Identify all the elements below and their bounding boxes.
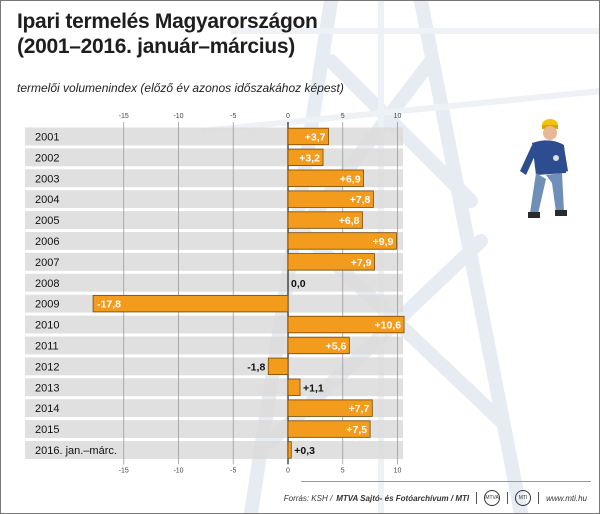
bar — [287, 253, 375, 271]
source-credit: MTVA Sajtó- és Fotóarchívum / MTI — [336, 493, 470, 503]
website-link[interactable]: www.mti.hu — [546, 493, 587, 503]
category-label: 2013 — [35, 382, 59, 394]
tick-label: -10 — [173, 467, 183, 474]
category-label: 2001 — [35, 131, 59, 143]
bar — [287, 127, 329, 146]
tick-label: 10 — [394, 467, 402, 474]
bar — [287, 190, 374, 208]
value-label: +7,9 — [351, 257, 372, 269]
value-label: -17,8 — [97, 299, 121, 311]
row-band — [25, 127, 403, 146]
tick-label: 5 — [341, 467, 345, 474]
bar — [287, 232, 397, 250]
tick-label: -5 — [230, 113, 236, 120]
tick-label: -15 — [119, 113, 129, 120]
row-band — [25, 357, 403, 376]
bar — [287, 378, 301, 396]
bar — [287, 315, 405, 334]
mti-logo-icon: MTI — [515, 490, 532, 506]
bar — [287, 169, 364, 187]
category-label: 2011 — [35, 340, 59, 352]
value-label: +3,2 — [299, 152, 320, 164]
category-label: 2005 — [35, 215, 59, 227]
category-label: 2007 — [35, 257, 59, 269]
footer-divider — [301, 481, 591, 482]
value-label: +7,8 — [350, 194, 371, 206]
row-band — [25, 378, 403, 397]
category-label: 2009 — [35, 299, 59, 311]
category-label: 2014 — [35, 403, 59, 415]
tick-label: -15 — [119, 467, 129, 474]
source-prefix: Forrás: KSH / — [283, 493, 333, 503]
value-label: +6,9 — [340, 173, 361, 185]
category-label: 2008 — [35, 278, 59, 290]
row-band — [25, 273, 403, 292]
value-label: +6,8 — [339, 215, 360, 227]
footer: Forrás: KSH / MTVA Sajtó- és Fotóarchívu… — [284, 490, 587, 506]
value-label: +3,7 — [305, 131, 326, 143]
category-label: 2003 — [35, 173, 59, 185]
bar — [267, 357, 289, 376]
row-band — [25, 148, 403, 167]
value-label: +5,6 — [326, 340, 347, 352]
category-label: 2012 — [35, 361, 59, 373]
tick-label: 5 — [341, 113, 345, 120]
mtva-logo-icon: MTVA — [484, 490, 501, 506]
bar — [287, 441, 292, 459]
tick-label: -5 — [230, 467, 236, 474]
category-label: 2016. jan.–márc. — [35, 445, 117, 457]
category-label: 2004 — [35, 194, 59, 206]
category-label: 2002 — [35, 152, 59, 164]
bar — [287, 420, 371, 438]
bar — [92, 294, 289, 313]
value-label: -1,8 — [247, 361, 265, 373]
category-label: 2015 — [35, 424, 59, 436]
tick-label: 10 — [394, 113, 402, 120]
footer-separator — [507, 492, 509, 504]
category-label: 2006 — [35, 236, 59, 248]
worker-illustration — [520, 119, 568, 218]
value-label: +0,3 — [294, 445, 315, 457]
title-line-1: Ipari termelés Magyarországon — [17, 10, 318, 33]
row-band — [25, 441, 403, 459]
bar — [287, 336, 350, 355]
value-label: +10,6 — [374, 320, 401, 332]
tick-label: 0 — [286, 113, 290, 120]
footer-separator — [538, 492, 540, 504]
category-label: 2010 — [35, 320, 59, 332]
tick-label: -10 — [173, 113, 183, 120]
value-label: 0,0 — [291, 278, 306, 290]
chart-title: Ipari termelés Magyarországon (2001–2016… — [17, 9, 318, 59]
value-label: +9,9 — [373, 236, 394, 248]
value-label: +7,7 — [349, 403, 370, 415]
bar — [287, 211, 363, 229]
footer-separator — [476, 492, 478, 504]
chart-subtitle: termelői volumenindex (előző év azonos i… — [17, 81, 344, 95]
bar — [287, 399, 373, 417]
value-label: +1,1 — [303, 382, 324, 394]
tick-label: 0 — [286, 467, 290, 474]
bar — [287, 148, 324, 167]
value-label: +7,5 — [346, 424, 367, 436]
title-line-2: (2001–2016. január–március) — [17, 35, 295, 58]
